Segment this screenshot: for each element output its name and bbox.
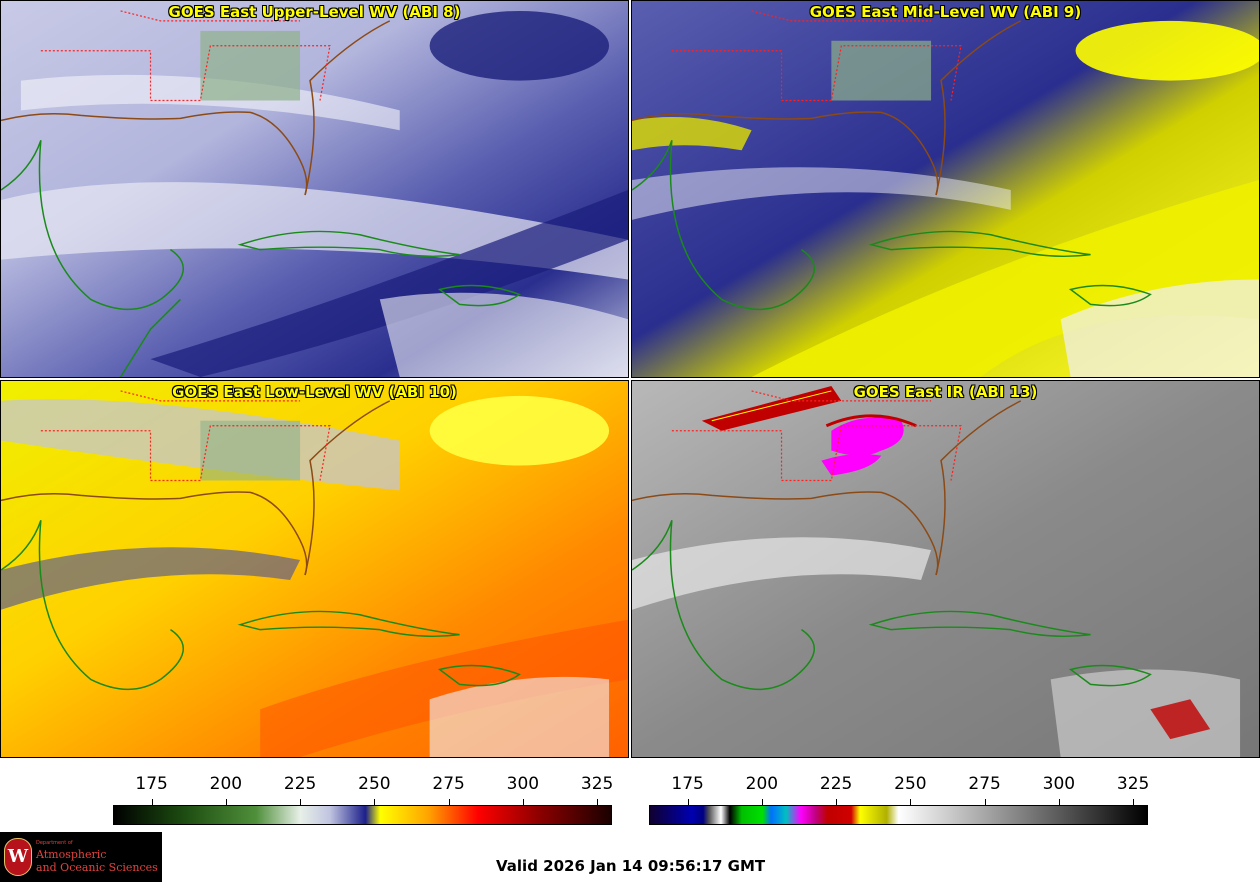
colorbar-tick-mark <box>449 799 450 805</box>
ir-imagery <box>632 381 1259 757</box>
colorbar-tick-label: 300 <box>1043 774 1075 794</box>
logo-dept: Department of <box>36 840 73 846</box>
colorbar-tick-label: 225 <box>820 774 852 794</box>
colorbar-tick-label: 200 <box>746 774 778 794</box>
mid-level-wv-imagery <box>632 1 1259 377</box>
colorbar-tick-mark <box>374 799 375 805</box>
colorbar-tick-label: 325 <box>1117 774 1149 794</box>
aos-logo: W Department of Atmospheric and Oceanic … <box>0 832 162 882</box>
colorbar-tick-label: 175 <box>671 774 703 794</box>
colorbar-wv: 175 200 225 250 275 300 325 <box>113 774 612 826</box>
logo-line2: and Oceanic Sciences <box>36 861 158 874</box>
colorbar-tick-mark <box>597 799 598 805</box>
colorbar-tick-label: 300 <box>507 774 539 794</box>
colorbar-tick-mark <box>910 799 911 805</box>
upper-level-wv-imagery <box>1 1 628 377</box>
logo-line1: Atmospheric <box>36 848 106 861</box>
uw-seal-icon: W <box>4 838 32 876</box>
colorbar-tick-mark <box>985 799 986 805</box>
colorbar-tick-label: 250 <box>894 774 926 794</box>
colorbar-tick-mark <box>688 799 689 805</box>
colorbar-wv-gradient <box>113 805 612 825</box>
valid-time: Valid 2026 Jan 14 09:56:17 GMT <box>496 857 765 875</box>
colorbar-tick-label: 275 <box>968 774 1000 794</box>
panel-ir: GOES East IR (ABI 13) <box>631 380 1260 758</box>
colorbar-tick-label: 250 <box>358 774 390 794</box>
panel-mid-level-wv: GOES East Mid-Level WV (ABI 9) <box>631 0 1260 378</box>
panel-upper-level-wv: GOES East Upper-Level WV (ABI 8) <box>0 0 629 378</box>
low-level-wv-imagery <box>1 381 628 757</box>
colorbar-tick-label: 175 <box>135 774 167 794</box>
colorbar-tick-mark <box>152 799 153 805</box>
colorbar-tick-mark <box>1059 799 1060 805</box>
colorbar-tick-label: 200 <box>210 774 242 794</box>
colorbar-tick-mark <box>226 799 227 805</box>
colorbar-tick-mark <box>300 799 301 805</box>
panel-low-level-wv: GOES East Low-Level WV (ABI 10) <box>0 380 629 758</box>
colorbar-tick-label: 325 <box>581 774 613 794</box>
colorbar-tick-label: 225 <box>284 774 316 794</box>
colorbar-tick-mark <box>836 799 837 805</box>
colorbar-tick-mark <box>1133 799 1134 805</box>
colorbar-tick-mark <box>762 799 763 805</box>
colorbar-tick-label: 275 <box>432 774 464 794</box>
colorbar-ir-gradient <box>649 805 1148 825</box>
colorbar-ir: 175 200 225 250 275 300 325 <box>649 774 1148 826</box>
colorbar-tick-mark <box>523 799 524 805</box>
